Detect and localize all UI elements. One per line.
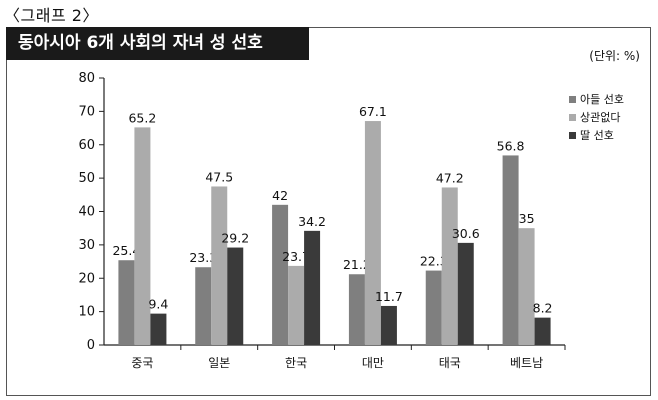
- legend-item: 아들 선호: [569, 90, 624, 108]
- legend-item: 딸 선호: [569, 126, 624, 144]
- bar: [150, 313, 167, 345]
- legend: 아들 선호 상관없다 딸 선호: [569, 90, 624, 144]
- data-label: 65.2: [128, 110, 156, 125]
- data-label: 21.2: [343, 257, 371, 272]
- legend-swatch: [569, 131, 576, 139]
- bar: [441, 187, 458, 345]
- bar: [457, 242, 474, 345]
- y-tick-label: 40: [78, 205, 95, 220]
- bar: [195, 267, 212, 345]
- chart-frame: [6, 27, 651, 396]
- bar: [380, 305, 397, 345]
- bar: [288, 265, 305, 345]
- x-tick-label: 대만: [362, 356, 384, 370]
- legend-item: 상관없다: [569, 108, 624, 126]
- data-label: 67.1: [359, 104, 387, 119]
- bar: [425, 270, 442, 345]
- data-label: 47.5: [205, 169, 233, 184]
- bar: [502, 155, 519, 345]
- y-tick-label: 20: [78, 271, 95, 286]
- data-label: 9.4: [148, 297, 168, 312]
- bar: [348, 274, 365, 345]
- data-label: 22.3: [420, 254, 448, 269]
- data-label: 35: [519, 211, 535, 226]
- y-tick-label: 60: [78, 138, 95, 153]
- bar: [272, 204, 289, 345]
- x-tick-label: 일본: [208, 356, 230, 370]
- data-label: 11.7: [375, 289, 403, 304]
- legend-label: 아들 선호: [580, 93, 624, 106]
- x-tick-label: 한국: [285, 356, 307, 370]
- bar: [534, 317, 551, 345]
- bar: [211, 186, 228, 345]
- data-label: 8.2: [533, 301, 553, 316]
- y-tick-label: 80: [78, 71, 95, 86]
- unit-label: (단위: %): [589, 49, 640, 63]
- data-label: 47.2: [436, 170, 464, 185]
- y-tick-label: 50: [78, 171, 95, 186]
- bar: [304, 230, 321, 345]
- data-label: 23.3: [189, 250, 217, 265]
- x-tick-label: 태국: [439, 356, 461, 370]
- chart-title: 동아시아 6개 사회의 자녀 성 선호: [6, 27, 309, 60]
- x-tick-label: 베트남: [510, 356, 543, 370]
- data-label: 42: [272, 188, 288, 203]
- bar: [118, 260, 135, 345]
- y-tick-label: 30: [78, 238, 95, 253]
- legend-label: 상관없다: [580, 111, 621, 124]
- bar: [518, 228, 535, 345]
- legend-label: 딸 선호: [580, 129, 614, 142]
- y-tick-label: 70: [78, 104, 95, 119]
- data-label: 23.7: [282, 249, 310, 264]
- y-tick-label: 10: [78, 305, 95, 320]
- bar: [364, 121, 381, 346]
- data-label: 29.2: [221, 231, 249, 246]
- legend-swatch: [569, 95, 576, 103]
- data-label: 56.8: [497, 138, 525, 153]
- bar: [134, 127, 151, 346]
- data-label: 30.6: [452, 226, 480, 241]
- bar: [227, 247, 244, 345]
- data-label: 25.4: [112, 243, 140, 258]
- legend-swatch: [569, 113, 576, 121]
- data-label: 34.2: [298, 214, 326, 229]
- x-tick-label: 중국: [131, 356, 153, 370]
- figure-label: 〈그래프 2〉: [4, 6, 99, 25]
- y-tick-label: 0: [87, 338, 95, 353]
